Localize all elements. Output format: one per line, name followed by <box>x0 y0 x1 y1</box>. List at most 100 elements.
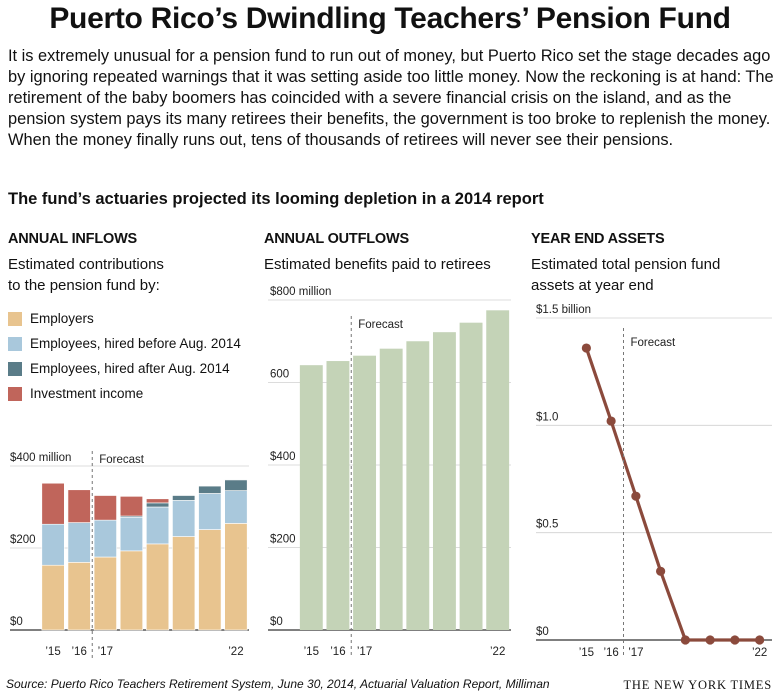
outflows-heading: ANNUAL OUTFLOWS <box>264 231 409 247</box>
inflows-chart: $0 $200 $400 million ’15 ’16 ’17 ’22 Forecast <box>10 451 249 658</box>
bar-inflows-2020-s2 <box>172 495 196 501</box>
legend-label-employees-before: Employees, hired before Aug. 2014 <box>30 336 241 351</box>
x-tick-label-1: ’16 <box>72 646 87 658</box>
y-tick-label-3: 600 <box>270 369 289 381</box>
bar-outflows-2015 <box>299 365 323 630</box>
x-tick-label-1: ’16 <box>330 646 345 658</box>
x-tick-label-2: ’17 <box>98 646 113 658</box>
bar-outflows-2018 <box>379 348 403 630</box>
bar-inflows-2021-s1 <box>198 493 222 530</box>
legend-swatch-investment-income <box>8 386 22 401</box>
inflows-heading: ANNUAL INFLOWS <box>8 231 138 247</box>
y-tick-label-1: $200 <box>270 534 296 546</box>
outflows-description-line-1: Estimated benefits paid to retirees <box>264 256 491 273</box>
y-tick-label-4: $800 million <box>270 286 331 298</box>
bar-inflows-2021-s2 <box>198 485 222 494</box>
bar-outflows-2022 <box>486 310 510 630</box>
x-tick-label-7: ’22 <box>228 646 243 658</box>
bar-inflows-2020-s0 <box>172 536 196 631</box>
outflows-chart: $0 $200 $400 600 $800 million ’15 ’16 ’17 ’22 For… <box>268 286 511 658</box>
assets-description-line-1: Estimated total pension fund <box>531 256 721 273</box>
x-tick-label-2: ’17 <box>628 647 643 659</box>
source-note: Source: Puerto Rico Teachers Retirement … <box>6 677 550 691</box>
assets-chart: $0 $0.5 $1.0 $1.5 billion ’15 ’16 ’17 ’22 Foreca… <box>536 304 772 659</box>
bar-inflows-2016-s3 <box>67 489 91 523</box>
bar-inflows-2019-s3 <box>146 498 170 504</box>
credit-line: THE NEW YORK TIMES <box>623 678 772 692</box>
legend-swatch-employees-after <box>8 361 22 376</box>
legend-label-employers: Employers <box>30 311 94 326</box>
x-tick-label-0: ’15 <box>45 646 60 658</box>
point-2016 <box>606 416 616 426</box>
y-tick-label-2: $1.0 <box>536 411 558 423</box>
legend-item-employers: Employers <box>8 306 241 331</box>
y-tick-label-0: $0 <box>536 626 549 638</box>
bar-inflows-2019-s0 <box>146 543 170 631</box>
bar-inflows-2022-s1 <box>224 490 248 524</box>
bar-inflows-2017-s1 <box>93 519 117 558</box>
legend-label-investment-income: Investment income <box>30 386 144 401</box>
x-tick-label-0: ’15 <box>304 646 319 658</box>
assets-description-line-2: assets at year end <box>531 277 654 294</box>
legend-item-employees-before: Employees, hired before Aug. 2014 <box>8 331 241 356</box>
y-tick-label-3: $1.5 billion <box>536 304 591 316</box>
x-tick-label-7: ’22 <box>752 647 767 659</box>
bar-inflows-2015-s1 <box>41 523 65 566</box>
forecast-label: Forecast <box>99 454 145 466</box>
x-tick-label-1: ’16 <box>603 647 618 659</box>
bar-inflows-2017-s3 <box>93 495 117 521</box>
bar-inflows-2019-s1 <box>146 506 170 545</box>
bar-outflows-2020 <box>432 332 456 630</box>
inflows-description: Estimated contributions to the pension f… <box>8 254 164 296</box>
y-tick-label-0: $0 <box>10 616 23 628</box>
y-tick-label-0: $0 <box>270 616 283 628</box>
inflows-description-line-1: Estimated contributions <box>8 256 164 273</box>
assets-heading: YEAR END ASSETS <box>531 231 665 247</box>
bar-inflows-2018-s0 <box>119 550 143 631</box>
legend-swatch-employers <box>8 311 22 326</box>
point-2022 <box>755 635 765 645</box>
forecast-label: Forecast <box>631 337 677 349</box>
point-2019 <box>680 635 690 645</box>
bar-inflows-2017-s0 <box>93 556 117 631</box>
point-2017 <box>631 491 641 501</box>
y-tick-label-2: $400 million <box>10 452 71 464</box>
bar-inflows-2021-s0 <box>198 529 222 631</box>
bar-outflows-2017 <box>353 355 377 630</box>
subtitle: The fund’s actuaries projected its loomi… <box>8 190 544 208</box>
assets-line <box>584 347 760 642</box>
inflows-legend: Employers Employees, hired before Aug. 2… <box>8 306 241 406</box>
bar-inflows-2016-s0 <box>67 562 91 631</box>
bar-inflows-2016-s1 <box>67 522 91 563</box>
point-2021 <box>730 635 740 645</box>
bar-inflows-2018-s3 <box>119 496 143 517</box>
assets-description: Estimated total pension fund assets at y… <box>531 254 720 296</box>
intro-paragraph: It is extremely unusual for a pension fu… <box>8 47 774 149</box>
x-tick-label-0: ’15 <box>579 647 594 659</box>
bar-inflows-2015-s3 <box>41 482 65 525</box>
y-tick-label-1: $200 <box>10 534 36 546</box>
x-tick-label-7: ’22 <box>490 646 505 658</box>
legend-item-employees-after: Employees, hired after Aug. 2014 <box>8 356 241 381</box>
legend-label-employees-after: Employees, hired after Aug. 2014 <box>30 361 230 376</box>
legend-swatch-employees-before <box>8 336 22 351</box>
point-2015 <box>581 343 591 353</box>
bar-inflows-2015-s0 <box>41 564 65 631</box>
bar-outflows-2019 <box>406 341 430 630</box>
bar-inflows-2020-s1 <box>172 500 196 537</box>
legend-item-investment-income: Investment income <box>8 381 241 406</box>
y-tick-label-1: $0.5 <box>536 519 558 531</box>
forecast-label: Forecast <box>358 319 404 331</box>
point-2018 <box>656 566 666 576</box>
x-tick-label-2: ’17 <box>357 646 372 658</box>
bar-outflows-2016 <box>326 361 350 630</box>
point-2020 <box>705 635 715 645</box>
bar-inflows-2019-s2 <box>146 502 170 508</box>
page-title: Puerto Rico’s Dwindling Teachers’ Pensio… <box>49 2 731 35</box>
bar-inflows-2018-s1 <box>119 516 143 552</box>
bar-inflows-2022-s0 <box>224 523 248 631</box>
y-tick-label-2: $400 <box>270 451 296 463</box>
outflows-description: Estimated benefits paid to retirees <box>264 254 491 275</box>
inflows-description-line-2: to the pension fund by: <box>8 277 160 294</box>
bar-outflows-2021 <box>459 322 483 630</box>
